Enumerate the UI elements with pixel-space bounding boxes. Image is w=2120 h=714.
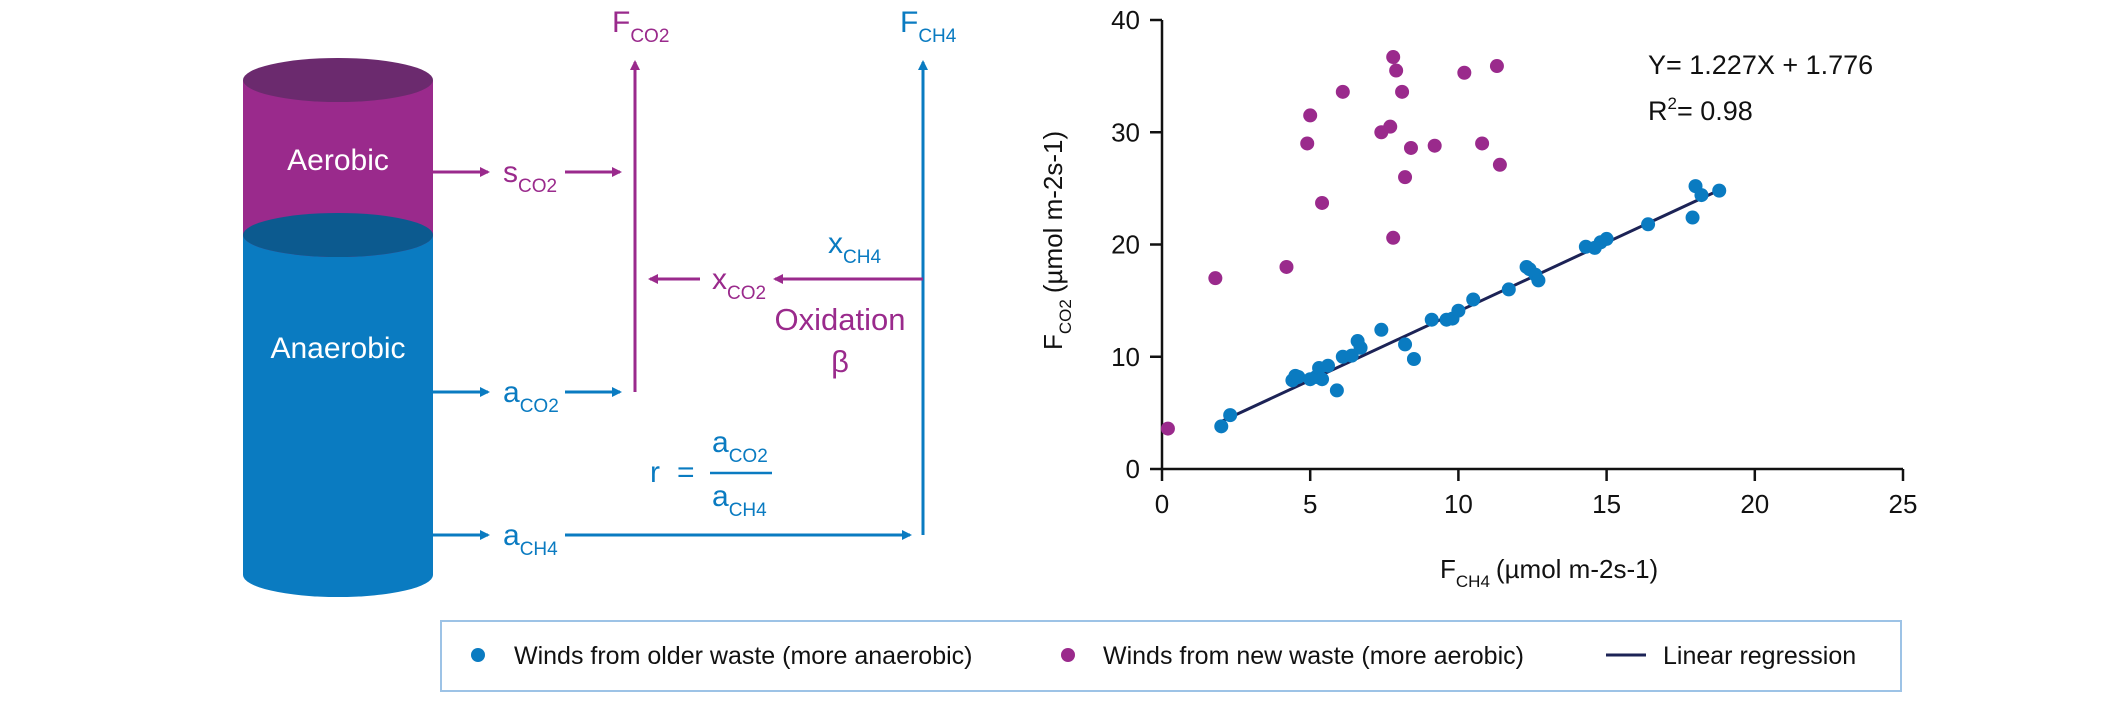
data-point-older-waste	[1466, 292, 1481, 307]
data-point-older-waste	[1685, 210, 1700, 225]
legend-label-new-waste: Winds from new waste (more aerobic)	[1103, 642, 1524, 670]
data-point-older-waste	[1315, 372, 1330, 387]
y-tick-label: 30	[1111, 117, 1140, 147]
data-point-older-waste	[1329, 383, 1344, 398]
data-point-older-waste	[1291, 369, 1306, 384]
regression-equation: Y= 1.227X + 1.776	[1648, 50, 1873, 80]
data-point-older-waste	[1320, 358, 1335, 373]
data-point-older-waste	[1599, 231, 1614, 246]
ratio-equals: =	[677, 456, 695, 489]
x-tick-label: 25	[1889, 489, 1918, 519]
data-point-new-waste	[1386, 50, 1401, 65]
x-axis-label: FCH4 (µmol m-2s-1)	[1440, 554, 1658, 591]
data-point-older-waste	[1451, 303, 1466, 318]
x-tick-label: 5	[1303, 489, 1317, 519]
legend-label-regression: Linear regression	[1663, 642, 1856, 670]
data-point-new-waste	[1208, 271, 1223, 286]
aerobic-label: Aerobic	[287, 144, 389, 177]
data-point-new-waste	[1383, 119, 1398, 134]
ratio-numerator: aCO2	[712, 426, 768, 467]
data-point-new-waste	[1492, 157, 1507, 172]
data-point-new-waste	[1395, 84, 1410, 99]
chart-axes: 0 5 10 15 20 25 0 10 20 30 40	[1111, 5, 1917, 519]
data-point-older-waste	[1223, 408, 1238, 423]
anaerobic-layer	[243, 235, 433, 597]
data-point-older-waste	[1712, 183, 1727, 198]
x-tick-label: 20	[1740, 489, 1769, 519]
a-ch4-label: aCH4	[503, 519, 558, 560]
y-tick-label: 0	[1126, 454, 1140, 484]
landfill-diagram: Aerobic Anaerobic sCO2 FCO2 FCH4 xCH4 xC…	[243, 6, 957, 597]
f-ch4-label: FCH4	[900, 6, 957, 47]
data-point-older-waste	[1406, 351, 1421, 366]
data-point-older-waste	[1531, 273, 1546, 288]
x-tick-label: 0	[1155, 489, 1169, 519]
y-axis-label: FCO2(µmol m-2s-1)	[1038, 131, 1075, 350]
data-point-new-waste	[1300, 136, 1315, 151]
data-point-new-waste	[1403, 140, 1418, 155]
layer-boundary	[243, 213, 433, 257]
legend-box	[440, 620, 1902, 692]
data-point-older-waste	[1353, 340, 1368, 355]
data-point-new-waste	[1279, 259, 1294, 274]
legend-marker-older-waste	[471, 648, 485, 662]
legend-label-older-waste: Winds from older waste (more anaerobic)	[514, 642, 973, 670]
beta-label: β	[831, 344, 849, 379]
y-tick-label: 40	[1111, 5, 1140, 35]
data-point-new-waste	[1303, 108, 1318, 123]
r-squared: R2= 0.98	[1648, 94, 1753, 126]
aerobic-layer	[243, 80, 433, 257]
data-point-new-waste	[1335, 84, 1350, 99]
data-point-new-waste	[1457, 65, 1472, 80]
data-point-new-waste	[1389, 63, 1404, 78]
anaerobic-label: Anaerobic	[270, 332, 405, 365]
data-point-older-waste	[1398, 337, 1413, 352]
s-co2-label: sCO2	[503, 156, 557, 197]
x-tick-label: 15	[1592, 489, 1621, 519]
data-point-new-waste	[1489, 59, 1504, 74]
data-point-older-waste	[1501, 282, 1516, 297]
x-ch4-label: xCH4	[828, 227, 881, 268]
data-point-older-waste	[1641, 217, 1656, 232]
y-tick-label: 20	[1111, 230, 1140, 260]
a-co2-label: aCO2	[503, 376, 559, 417]
ratio-denominator: aCH4	[712, 480, 767, 521]
ratio-lhs: r	[650, 456, 660, 489]
data-point-new-waste	[1398, 170, 1413, 185]
data-point-older-waste	[1694, 188, 1709, 203]
data-point-older-waste	[1374, 322, 1389, 337]
cylinder-top	[243, 58, 433, 102]
x-tick-label: 10	[1444, 489, 1473, 519]
scatter-chart: 0 5 10 15 20 25 0 10 20 30 40 Y= 1.227X + 1.776 R2…	[1038, 5, 1917, 591]
x-co2-label: xCO2	[712, 263, 766, 304]
data-point-new-waste	[1475, 136, 1490, 151]
data-point-new-waste	[1427, 138, 1442, 153]
legend: Winds from older waste (more anaerobic) …	[440, 620, 1902, 692]
f-co2-label: FCO2	[612, 6, 669, 47]
data-point-older-waste	[1214, 419, 1229, 434]
oxidation-label: Oxidation	[775, 302, 906, 337]
y-tick-label: 10	[1111, 342, 1140, 372]
ratio-equation: r = aCO2 aCH4	[650, 426, 772, 521]
data-point-older-waste	[1424, 312, 1439, 327]
points-layer	[1160, 50, 1727, 436]
legend-marker-new-waste	[1061, 648, 1075, 662]
data-point-new-waste	[1160, 421, 1175, 436]
data-point-new-waste	[1315, 195, 1330, 210]
data-point-new-waste	[1386, 230, 1401, 245]
